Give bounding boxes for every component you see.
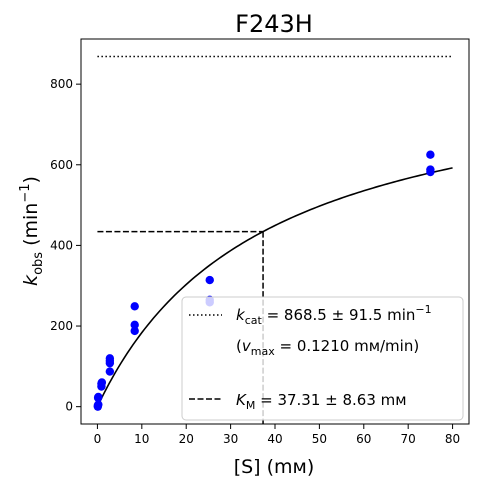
legend-km-base: K (236, 391, 247, 409)
data-point-17 (205, 275, 214, 285)
legend-kcat-text: = 868.5 ± 91.5 min (262, 306, 416, 324)
y-axis-label-sub: obs (31, 252, 46, 275)
legend-kcat-sub: cat (245, 314, 263, 327)
x-axis-label: [S] (mм) (234, 456, 315, 478)
x-tick-label-70: 70 (401, 432, 416, 446)
data-point-20 (426, 150, 435, 159)
y-tick-label-200: 200 (50, 319, 73, 333)
chart-title: F243H (235, 10, 313, 38)
y-tick-label-800: 800 (50, 77, 73, 91)
x-tick-label-0: 0 (94, 432, 102, 446)
y-tick-label-0: 0 (65, 400, 73, 414)
data-point-2 (94, 400, 103, 409)
x-tick-label-30: 30 (223, 432, 238, 446)
legend-km-sub: M (246, 399, 256, 412)
x-tick-label-40: 40 (267, 432, 282, 446)
legend-vmax-pre: ( (236, 337, 242, 355)
legend: kcat = 868.5 ± 91.5 min−1 (vmax = 0.1210… (181, 296, 464, 421)
legend-vmax-base: v (242, 337, 252, 355)
data-point-14 (130, 302, 139, 311)
legend-vmax-text: = 0.1210 mм/min) (275, 337, 419, 355)
y-axis-label-close: ) (20, 176, 42, 183)
data-point-19 (426, 165, 435, 174)
data-point-11 (105, 354, 115, 363)
legend-kcat-label: kcat = 868.5 ± 91.5 min−1 (236, 303, 432, 327)
legend-box (181, 296, 464, 421)
x-tick-label-60: 60 (356, 432, 371, 446)
data-point-8 (105, 367, 115, 376)
y-tick-label-600: 600 (50, 158, 73, 172)
legend-vmax-label: (vmax = 0.1210 mм/min) (236, 337, 419, 358)
data-point-13 (130, 320, 139, 330)
legend-vmax-sub: max (251, 345, 275, 358)
x-tick-label-10: 10 (134, 432, 149, 446)
y-axis-label: kobs (min−1) (18, 176, 46, 286)
legend-kcat-sup: −1 (415, 303, 431, 316)
legend-kcat-base: k (236, 306, 246, 324)
y-tick-label-400: 400 (50, 238, 73, 252)
series-layer (93, 55, 453, 424)
data-point-4 (94, 392, 103, 402)
legend-km-label: KM = 37.31 ± 8.63 mм (236, 391, 407, 412)
data-point-12 (130, 326, 139, 336)
y-axis-label-base: k (20, 274, 42, 286)
legend-km-text: = 37.31 ± 8.63 mм (255, 391, 406, 409)
x-tick-label-50: 50 (312, 432, 327, 446)
x-tick-label-20: 20 (179, 432, 194, 446)
x-tick-label-80: 80 (445, 432, 460, 446)
y-axis-label-unit: (min (20, 203, 42, 252)
data-point-7 (97, 378, 107, 387)
fit-curve (96, 167, 453, 408)
y-axis-label-sup: −1 (18, 183, 33, 202)
x-axis-label-text: [S] (mм) (234, 456, 315, 478)
